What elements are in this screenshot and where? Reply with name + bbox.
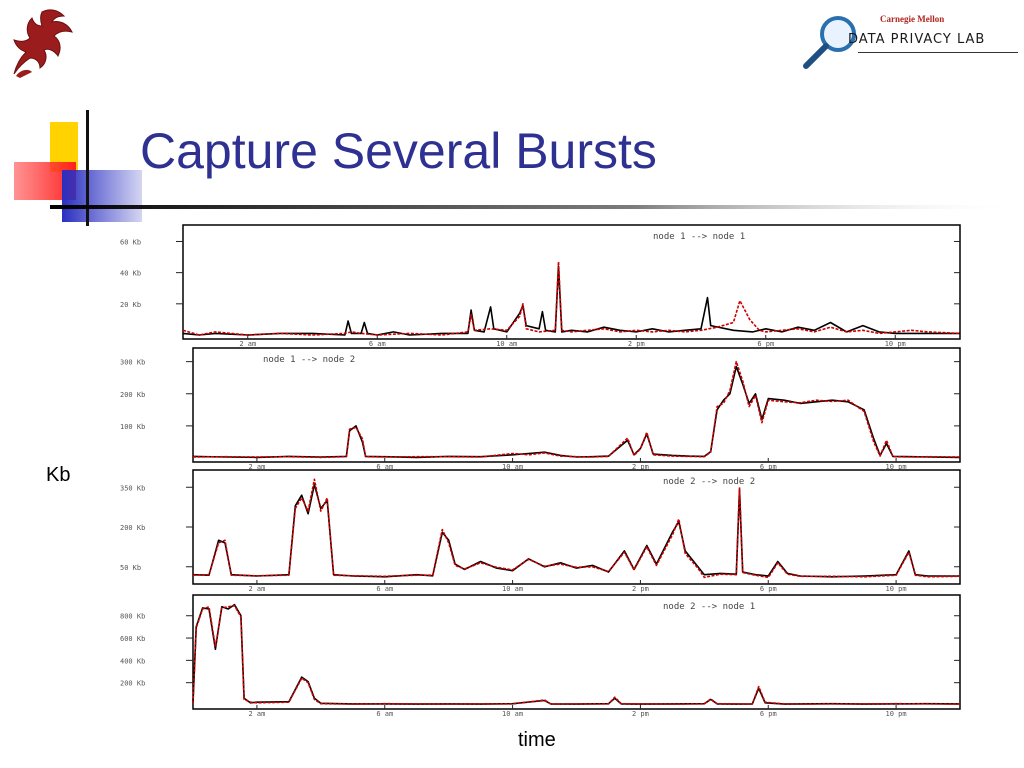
y-axis-label: Kb bbox=[46, 464, 71, 486]
panel-4-title: node 2 --> node 1 bbox=[663, 602, 755, 612]
panel-2-title: node 1 --> node 2 bbox=[263, 355, 355, 365]
panel-4-xtick-label: 6 am bbox=[376, 710, 393, 718]
panel-4-ytick-label: 200 Kb bbox=[120, 680, 145, 688]
panel-1-ytick-label: 60 Kb bbox=[120, 238, 141, 246]
panel-1-xtick-label: 6 am bbox=[369, 340, 386, 348]
panel-3-ytick-label: 350 Kb bbox=[120, 484, 145, 492]
panel-4-xtick-label: 6 pm bbox=[760, 710, 777, 718]
panel-2-series-2-line bbox=[192, 360, 961, 459]
panel-1-title: node 1 --> node 1 bbox=[653, 232, 745, 242]
panel-2-ytick-label: 100 Kb bbox=[120, 423, 145, 431]
panel-3-ytick-label: 200 Kb bbox=[120, 524, 145, 532]
deco-vertical-line bbox=[86, 110, 89, 226]
panel-3-xtick-label: 2 am bbox=[248, 585, 265, 593]
logo-lab-text: DATA PRIVACY LAB bbox=[848, 32, 986, 47]
magnifier-icon bbox=[803, 16, 856, 69]
panel-3-xtick-label: 10 pm bbox=[886, 585, 907, 593]
data-privacy-lab-logo: Carnegie Mellon DATA PRIVACY LAB bbox=[800, 8, 1020, 70]
panel-3-xtick-label: 10 am bbox=[502, 585, 523, 593]
panel-4-ytick-label: 800 Kb bbox=[120, 613, 145, 621]
title-decoration bbox=[14, 110, 1024, 226]
x-axis-label: time bbox=[518, 729, 556, 751]
panel-3-title: node 2 --> node 2 bbox=[663, 477, 755, 487]
panel-3-ytick-label: 50 Kb bbox=[120, 564, 141, 572]
logo-university-text: Carnegie Mellon bbox=[880, 14, 945, 24]
panel-4-series-2-line bbox=[192, 604, 961, 705]
panel-1-frame bbox=[182, 224, 961, 340]
panel-2-ytick-label: 200 Kb bbox=[120, 391, 145, 399]
panel-4-xtick-label: 10 pm bbox=[886, 710, 907, 718]
panel-2-xtick-label: 10 pm bbox=[886, 463, 907, 471]
panel-2-xtick-label: 10 am bbox=[502, 463, 523, 471]
panel-2-frame bbox=[192, 347, 961, 463]
panel-3-xtick-label: 6 pm bbox=[760, 585, 777, 593]
panel-1-series-1-line bbox=[182, 265, 960, 336]
panel-4-frame bbox=[192, 594, 961, 710]
deco-blue-square bbox=[62, 170, 142, 222]
panel-3-xtick-label: 2 pm bbox=[632, 585, 649, 593]
logo-underline bbox=[858, 52, 1018, 53]
panel-4-xtick-label: 2 pm bbox=[632, 710, 649, 718]
panel-3-xtick-label: 6 am bbox=[376, 585, 393, 593]
panel-4-ytick-label: 400 Kb bbox=[120, 657, 145, 665]
panel-3-frame bbox=[192, 469, 961, 585]
panel-2-xtick-label: 6 pm bbox=[760, 463, 777, 471]
panel-1-xtick-label: 10 am bbox=[496, 340, 517, 348]
panel-2-xtick-label: 6 am bbox=[376, 463, 393, 471]
title-rule bbox=[50, 205, 1024, 209]
panel-4-xtick-label: 10 am bbox=[502, 710, 523, 718]
panel-1-series-2-line bbox=[182, 260, 961, 336]
panel-1-xtick-label: 10 pm bbox=[885, 340, 906, 348]
panel-2-xtick-label: 2 pm bbox=[632, 463, 649, 471]
panel-1-xtick-label: 2 am bbox=[239, 340, 256, 348]
panel-2-xtick-label: 2 am bbox=[248, 463, 265, 471]
panel-1-ytick-label: 20 Kb bbox=[120, 301, 141, 309]
panel-3-series-2-line bbox=[192, 478, 961, 579]
panel-1-xtick-label: 6 pm bbox=[757, 340, 774, 348]
panel-1-xtick-label: 2 pm bbox=[628, 340, 645, 348]
panel-2-ytick-label: 300 Kb bbox=[120, 359, 145, 367]
panel-4-ytick-label: 600 Kb bbox=[120, 635, 145, 643]
panel-4-xtick-label: 2 am bbox=[248, 710, 265, 718]
slide-title: Capture Several Bursts bbox=[140, 123, 657, 179]
panel-1-ytick-label: 40 Kb bbox=[120, 270, 141, 278]
dragon-logo bbox=[13, 9, 73, 78]
